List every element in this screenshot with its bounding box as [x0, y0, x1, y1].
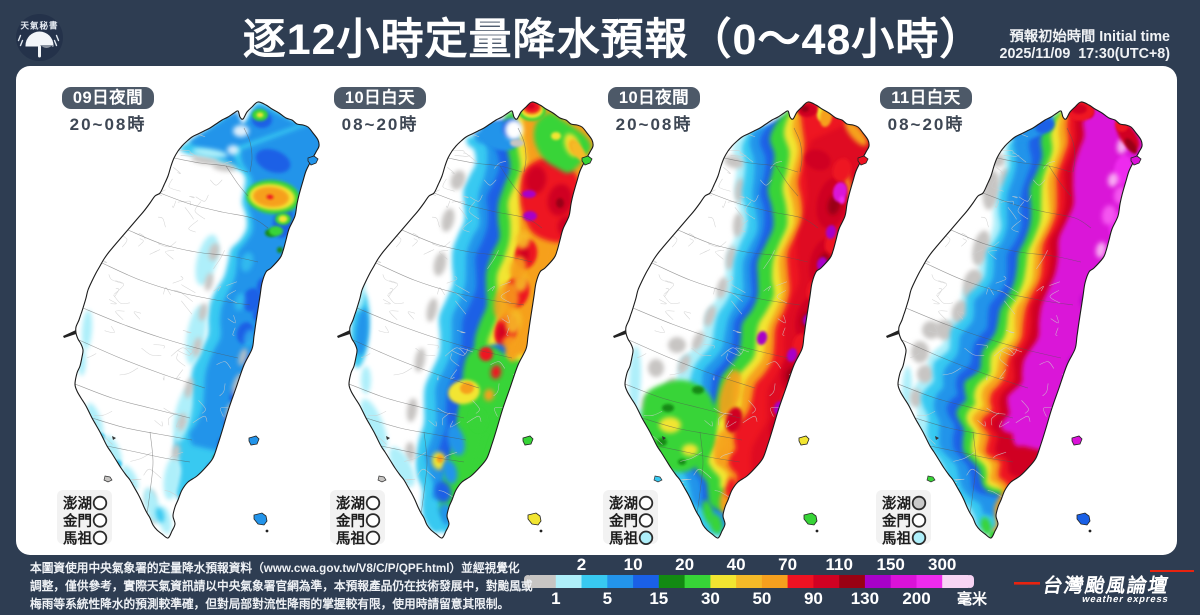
svg-text:馬祖: 馬祖 — [882, 529, 911, 547]
svg-text:天氣秘書: 天氣秘書 — [20, 21, 58, 31]
svg-text:1: 1 — [551, 589, 560, 608]
svg-text:澎湖: 澎湖 — [882, 495, 911, 513]
svg-text:20: 20 — [675, 555, 694, 574]
svg-text:澎湖: 澎湖 — [63, 495, 92, 513]
svg-text:70: 70 — [778, 555, 797, 574]
svg-text:130: 130 — [851, 589, 879, 608]
svg-text:50: 50 — [752, 589, 771, 608]
svg-text:15: 15 — [649, 589, 668, 608]
svg-text:馬祖: 馬祖 — [63, 529, 92, 547]
svg-text:300: 300 — [928, 555, 956, 574]
svg-text:澎湖: 澎湖 — [336, 495, 365, 513]
svg-text:5: 5 — [603, 589, 612, 608]
svg-text:40: 40 — [727, 555, 746, 574]
svg-text:金門: 金門 — [335, 512, 365, 530]
svg-text:90: 90 — [804, 589, 823, 608]
svg-text:馬祖: 馬祖 — [336, 529, 365, 547]
svg-text:weather express: weather express — [1080, 594, 1170, 605]
svg-text:150: 150 — [877, 555, 905, 574]
svg-text:台灣颱風論壇: 台灣颱風論壇 — [1041, 574, 1171, 597]
svg-text:10: 10 — [624, 555, 643, 574]
svg-text:金門: 金門 — [62, 512, 92, 530]
svg-text:馬祖: 馬祖 — [609, 529, 638, 547]
svg-text:金門: 金門 — [881, 512, 911, 530]
svg-text:200: 200 — [902, 589, 930, 608]
svg-text:110: 110 — [825, 555, 852, 574]
svg-text:澎湖: 澎湖 — [609, 495, 638, 513]
svg-text:30: 30 — [701, 589, 720, 608]
svg-text:毫米: 毫米 — [957, 590, 988, 608]
svg-text:2: 2 — [577, 555, 586, 574]
svg-text:金門: 金門 — [608, 512, 638, 530]
